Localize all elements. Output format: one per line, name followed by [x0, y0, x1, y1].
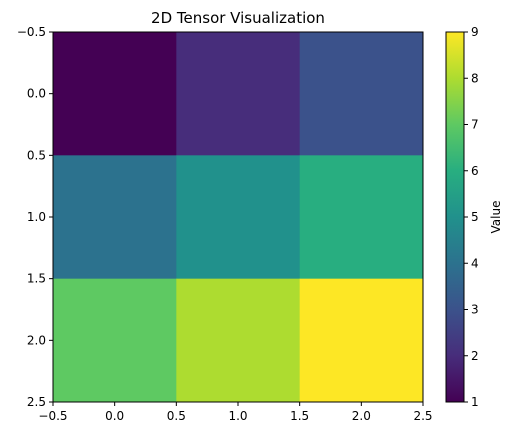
y-tick-label: 0.5	[27, 148, 46, 162]
heatmap-cell	[299, 155, 424, 280]
colorbar-tick-label: 8	[471, 71, 479, 85]
y-tick-label: 1.0	[27, 210, 46, 224]
x-tick-label: 2.5	[413, 409, 432, 423]
colorbar-tick-label: 9	[471, 25, 479, 39]
heatmap-cells	[53, 32, 424, 403]
colorbar-tick-label: 6	[471, 164, 479, 178]
heatmap-cell	[53, 278, 177, 403]
colorbar-tick-label: 2	[471, 349, 479, 363]
x-tick-label: −0.5	[38, 409, 67, 423]
x-tick-label: 1.0	[228, 409, 247, 423]
colorbar-tick-label: 3	[471, 303, 479, 317]
y-tick-label: 2.0	[27, 333, 46, 347]
colorbar-axis: 1 2 3 4 5 6 7 8 9	[464, 25, 479, 409]
heatmap-cell	[176, 155, 301, 280]
colorbar-tick-label: 7	[471, 118, 479, 132]
y-tick-label: 1.5	[27, 272, 46, 286]
heatmap-cell	[176, 278, 301, 403]
y-tick-label: 0.0	[27, 87, 46, 101]
colorbar-tick-label: 4	[471, 256, 479, 270]
colorbar-tick-label: 5	[471, 210, 479, 224]
heatmap-cell	[53, 32, 177, 156]
x-tick-label: 0.5	[167, 409, 186, 423]
x-axis: −0.5 0.0 0.5 1.0 1.5 2.0 2.5	[38, 402, 433, 423]
y-tick-label: −0.5	[17, 25, 46, 39]
x-tick-label: 0.0	[105, 409, 124, 423]
x-tick-label: 1.5	[290, 409, 309, 423]
x-tick-label: 2.0	[352, 409, 371, 423]
heatmap-cell	[53, 155, 177, 280]
colorbar	[446, 32, 464, 402]
colorbar-label: Value	[489, 201, 503, 234]
heatmap-cell	[299, 278, 424, 403]
y-axis: −0.5 0.0 0.5 1.0 1.5 2.0 2.5	[17, 25, 53, 409]
y-tick-label: 2.5	[27, 395, 46, 409]
heatmap-cell	[299, 32, 424, 156]
colorbar-tick-label: 1	[471, 395, 479, 409]
heatmap-cell	[176, 32, 301, 156]
chart-title: 2D Tensor Visualization	[151, 9, 325, 27]
